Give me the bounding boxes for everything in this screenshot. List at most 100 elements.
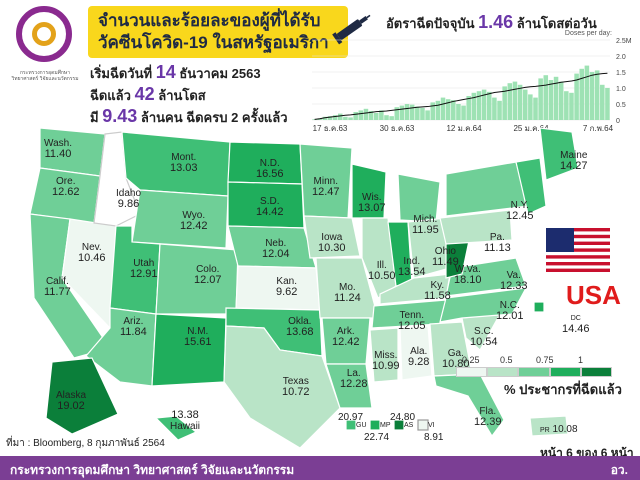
label-az: Ariz. 11.84 xyxy=(120,316,147,338)
rate-prefix: อัตราฉีดปัจจุบัน xyxy=(386,16,475,31)
label-co: Colo. 12.07 xyxy=(194,264,222,286)
dc-swatch xyxy=(533,301,545,313)
label-ne: Neb. 12.04 xyxy=(262,238,290,260)
chart-bar xyxy=(373,112,379,120)
state-pa xyxy=(439,209,513,245)
territory-as-value: 24.80 xyxy=(390,412,416,423)
chart-bar xyxy=(517,84,523,120)
people-line: มี 9.43 ล้านคน ฉีดครบ 2 ครั้งแล้ว xyxy=(90,106,288,128)
label-tn: Tenn. 12.05 xyxy=(398,310,426,332)
legend-swatch xyxy=(549,367,581,377)
label-or: Ore. 12.62 xyxy=(52,176,80,198)
chart-y-tick: 2.5M xyxy=(616,38,632,45)
chart-bar xyxy=(363,108,369,120)
source-note: ที่มา : Bloomberg, 8 กุมภาพันธ์ 2564 xyxy=(6,438,165,449)
chart-bar xyxy=(409,104,415,120)
label-ks: Kan. 9.62 xyxy=(276,276,298,298)
state-ms xyxy=(369,327,399,383)
people-prefix: มี xyxy=(90,110,99,125)
legend-color-bar xyxy=(456,367,613,377)
chart-bar xyxy=(594,70,600,120)
territory-gu-swatch xyxy=(345,419,357,431)
state-nm xyxy=(151,313,227,387)
rate-line: อัตราฉีดปัจจุบัน 1.46 ล้านโดสต่อวัน xyxy=(386,12,597,34)
state-la xyxy=(325,363,373,409)
territory-vi-value: 8.91 xyxy=(424,432,444,443)
title-line-2: วัคซีนโควิด-19 ในสหรัฐอเมริกา xyxy=(98,33,329,52)
start-suffix: ธันวาคม 2563 xyxy=(179,66,261,81)
label-wv: W.Va. 18.10 xyxy=(454,264,482,286)
state-pr xyxy=(529,415,569,437)
chart-y-tick: 2.0 xyxy=(616,54,626,61)
doses-per-day-chart: Doses per day: 2.5M 2.0 1.5 1.0 0.5 0 17 ธ.ค.63… xyxy=(312,30,632,133)
chart-x-tick: 17 ธ.ค.63 xyxy=(313,124,348,133)
legend-tick: 0.25 xyxy=(462,355,480,365)
chart-bar xyxy=(451,100,456,120)
label-mn: Minn. 12.47 xyxy=(312,176,340,198)
chart-x-tick: 30 ธ.ค.63 xyxy=(380,124,415,133)
state-me xyxy=(539,127,579,181)
territory-vi-label: VI xyxy=(428,422,435,429)
us-flag-icon xyxy=(546,228,610,272)
syringe-icon xyxy=(330,10,374,53)
chart-bar xyxy=(312,119,317,120)
label-id: Idaho 9.86 xyxy=(116,188,142,210)
chart-bar xyxy=(574,73,579,120)
label-mo: Mo. 11.24 xyxy=(334,282,361,304)
territory-gu-value: 20.97 xyxy=(338,412,364,423)
label-nv: Nev. 10.46 xyxy=(78,242,106,264)
chart-bar xyxy=(600,84,605,120)
chart-bar xyxy=(558,81,564,120)
page-title: จำนวนและร้อยละของผู้ที่ได้รับ วัคซีนโควิ… xyxy=(88,6,348,58)
territory-gu-label: GU xyxy=(356,422,367,429)
legend-title: % ประชากรที่ฉีดแล้ว xyxy=(504,382,622,397)
legend-swatch xyxy=(487,367,519,377)
chart-y-tick: 0.5 xyxy=(616,102,626,109)
chart-bar xyxy=(569,92,574,120)
chart-bar xyxy=(425,110,430,120)
chart-x-tick: 25 ม.ค.64 xyxy=(513,124,549,133)
doses-line: ฉีดแล้ว 42 ล้านโดส xyxy=(90,84,206,106)
chart-bar xyxy=(461,105,466,120)
chart-bar xyxy=(553,76,559,120)
chart-bar xyxy=(358,110,364,120)
label-mt: Mont. 13.03 xyxy=(170,152,198,174)
legend-tick: 1 xyxy=(578,355,584,365)
label-sc: S.C. 10.54 xyxy=(470,326,498,348)
start-prefix: เริ่มฉีดวันที่ xyxy=(90,66,153,81)
doses-suffix: ล้านโดส xyxy=(158,88,206,103)
label-ky: Ky. 11.58 xyxy=(424,280,451,302)
label-ak: Alaska 19.02 xyxy=(56,390,87,412)
label-tx: Texas 10.72 xyxy=(282,376,310,398)
label-ny: N.Y. 12.45 xyxy=(506,200,534,222)
start-date-line: เริ่มฉีดวันที่ 14 ธันวาคม 2563 xyxy=(90,62,261,84)
label-pr: PR 10.08 xyxy=(540,424,578,435)
legend-swatch xyxy=(456,367,488,377)
label-in: Ind. 13.54 xyxy=(398,256,426,278)
legend-swatch xyxy=(580,367,613,377)
territory-mp-swatch xyxy=(369,419,381,431)
label-va: Va. 12.33 xyxy=(500,270,528,292)
label-mi: Mich. 11.95 xyxy=(412,214,439,236)
chart-bar xyxy=(486,91,492,120)
state-ak xyxy=(45,357,119,435)
chart-bar xyxy=(466,96,471,120)
ministry-logo: กระทรวงการอุดมศึกษา วิทยาศาสตร์ วิจัยและ… xyxy=(6,4,84,104)
chart-bar xyxy=(379,110,384,120)
logo-ring-icon xyxy=(16,6,72,62)
doses-value: 42 xyxy=(134,84,155,104)
chart-bar xyxy=(384,115,389,120)
chart-bar xyxy=(579,68,585,120)
label-ia: Iowa 10.30 xyxy=(318,232,346,254)
chart-bar xyxy=(394,107,400,120)
chart-bar xyxy=(415,106,420,120)
label-sd: S.D. 14.42 xyxy=(256,196,284,218)
label-wy: Wyo. 12.42 xyxy=(180,210,208,232)
chart-bar xyxy=(538,78,543,120)
label-il: Ill. 10.50 xyxy=(368,260,396,282)
state-wy xyxy=(131,189,229,249)
label-oh: Ohio 11.49 xyxy=(432,246,459,268)
chart-bar xyxy=(353,112,358,120)
label-ut: Utah 12.91 xyxy=(130,258,158,280)
label-wi: Wis. 13.07 xyxy=(358,192,386,214)
